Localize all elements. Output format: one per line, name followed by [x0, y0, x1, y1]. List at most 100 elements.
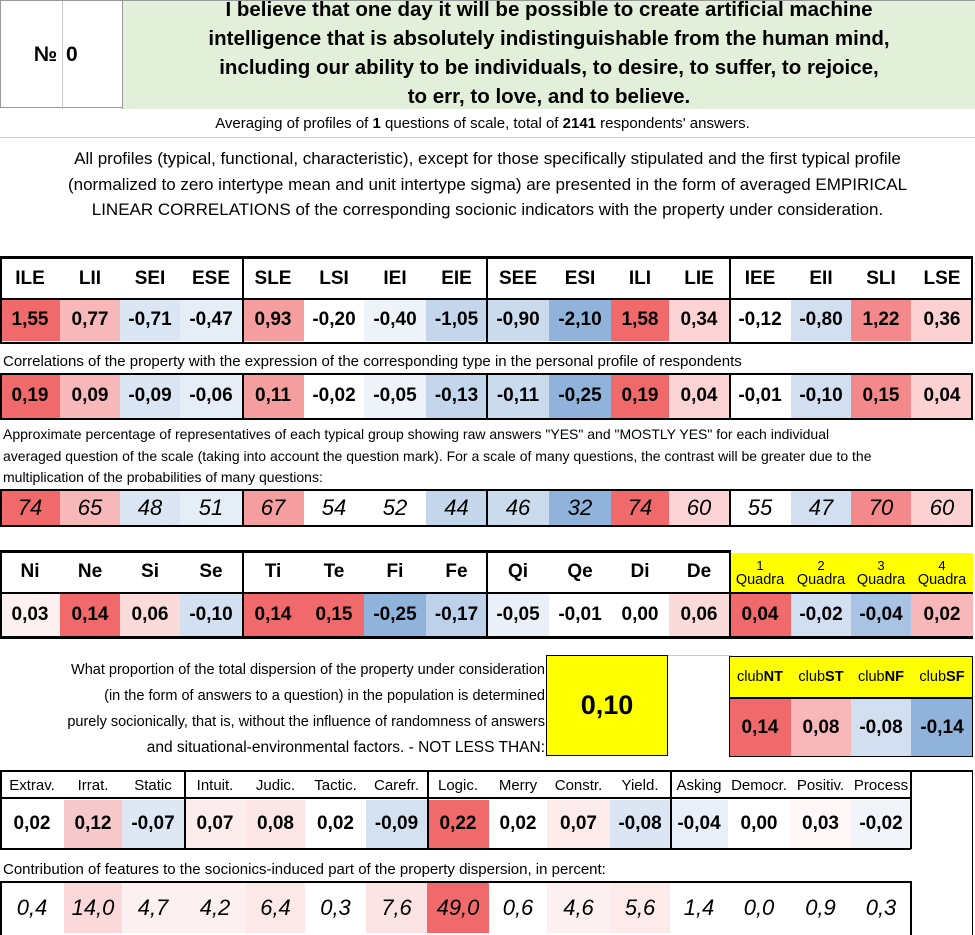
- dispersion-line: and situational-environmental factors. -…: [146, 739, 545, 756]
- type-percentage: 32: [549, 490, 611, 526]
- grid-line: [729, 489, 731, 527]
- types-table: Correlations of the property with the ex…: [0, 256, 975, 527]
- grid-line: [971, 256, 973, 344]
- feature-contribution: 6,4: [246, 883, 305, 933]
- feature-header: Extrav.: [9, 777, 55, 794]
- type-correlation: -0,06: [180, 374, 242, 418]
- function-value: -0,01: [549, 593, 611, 637]
- title-block: № 0 I believe that one day it will be po…: [0, 0, 975, 109]
- grid-line: [971, 373, 973, 420]
- function-value: -0,05: [487, 593, 549, 637]
- feature-contribution: 0,0: [728, 883, 790, 933]
- type-header: EII: [809, 268, 833, 289]
- question-number-text: 0: [66, 43, 78, 66]
- averaging-middle: questions of scale, total of: [380, 115, 563, 132]
- dispersion-line: purely socionically, that is, without th…: [67, 714, 545, 730]
- feature-header: Logic.: [437, 777, 479, 794]
- feature-contribution: 14,0: [64, 883, 122, 933]
- type-value: -0,71: [120, 299, 180, 341]
- function-header: Fi: [386, 561, 404, 582]
- feature-header: Constr.: [554, 777, 603, 794]
- statement-line: including our ability to be individuals,…: [219, 56, 879, 79]
- feature-value: 0,02: [305, 800, 366, 848]
- function-header: Fe: [445, 561, 468, 582]
- function-header: Qi: [507, 561, 529, 582]
- quadra-label: Quadra: [735, 571, 785, 588]
- type-header: SLI: [866, 268, 896, 289]
- dispersion-value: 0,10: [580, 690, 634, 720]
- type-header: ESE: [191, 268, 231, 289]
- feature-contribution: 7,6: [366, 883, 427, 933]
- grid-line: [242, 373, 244, 420]
- feature-header: Positiv.: [796, 777, 845, 794]
- type-header: ESI: [564, 268, 596, 289]
- grid-line: [0, 797, 911, 799]
- intro-line: All profiles (typical, functional, chara…: [74, 149, 901, 168]
- feature-value: -0,02: [851, 800, 911, 848]
- type-value: -0,12: [729, 299, 791, 341]
- feature-contribution: 0,6: [489, 883, 547, 933]
- function-header: Di: [630, 561, 650, 582]
- type-header: IEI: [383, 268, 407, 289]
- type-value: -0,47: [180, 299, 242, 341]
- feature-contribution: 5,6: [610, 883, 670, 933]
- type-percentage: 70: [851, 490, 911, 526]
- quadra-label: Quadra: [796, 571, 846, 588]
- type-percentage: 55: [729, 490, 791, 526]
- feature-value: -0,04: [670, 800, 728, 848]
- feature-header: Carefr.: [373, 777, 419, 794]
- type-header: ILI: [628, 268, 652, 289]
- divider: [0, 137, 975, 138]
- feature-contribution: 0,4: [0, 883, 64, 933]
- grid-line: [242, 550, 244, 638]
- percentage-caption-line: Approximate percentage of representative…: [3, 426, 830, 442]
- feature-value: -0,09: [366, 800, 427, 848]
- type-percentage: 60: [669, 490, 729, 526]
- type-correlation: -0,25: [549, 374, 611, 418]
- feature-contribution: 4,2: [184, 883, 246, 933]
- quadra-number: 2: [817, 557, 825, 573]
- type-correlation: -0,11: [487, 374, 549, 418]
- feature-header: Irrat.: [77, 777, 109, 794]
- type-header: LIE: [684, 268, 714, 289]
- type-header: SLE: [254, 268, 292, 289]
- grid-line: [910, 770, 912, 849]
- grid-line: [486, 550, 488, 638]
- statement-box: I believe that one day it will be possib…: [123, 0, 975, 109]
- type-header: LII: [78, 268, 102, 289]
- grid-line: [427, 770, 429, 849]
- type-value: -0,20: [304, 299, 364, 341]
- dispersion-text: What proportion of the total dispersion …: [40, 657, 545, 761]
- grid-line: [729, 373, 731, 420]
- grid-line: [910, 881, 912, 935]
- type-correlation: 0,15: [851, 374, 911, 418]
- feature-value: 0,03: [790, 800, 851, 848]
- type-value: 0,93: [242, 299, 304, 341]
- statement-line: I believe that one day it will be possib…: [225, 0, 873, 21]
- number-sign-text: №: [33, 43, 58, 66]
- grid-line: [242, 256, 244, 344]
- function-value: 0,14: [242, 593, 304, 637]
- grid-line: [486, 373, 488, 420]
- feature-header: Process: [853, 777, 909, 794]
- number-sign: №: [1, 1, 63, 109]
- dispersion-line: What proportion of the total dispersion …: [71, 662, 545, 678]
- quadra-header: 4 Quadra: [911, 553, 973, 592]
- quadra-value: -0,04: [851, 593, 911, 637]
- function-header: Se: [199, 561, 223, 582]
- type-correlation: -0,01: [729, 374, 791, 418]
- type-value: 0,77: [60, 299, 120, 341]
- feature-contribution: 0,3: [851, 883, 911, 933]
- type-percentage: 60: [911, 490, 973, 526]
- function-value: 0,06: [669, 593, 729, 637]
- feature-header: Merry: [498, 777, 538, 794]
- percentage-caption-line: averaged question of the scale (taking i…: [3, 447, 872, 464]
- type-correlation: -0,10: [791, 374, 851, 418]
- function-header: Qe: [567, 561, 593, 582]
- quadra-header: 1 Quadra: [729, 553, 791, 592]
- type-header: EIE: [441, 268, 472, 289]
- type-percentage: 67: [242, 490, 304, 526]
- feature-contribution: 0,3: [305, 883, 366, 933]
- type-value: 1,55: [0, 299, 60, 341]
- feature-contribution: 49,0: [427, 883, 489, 933]
